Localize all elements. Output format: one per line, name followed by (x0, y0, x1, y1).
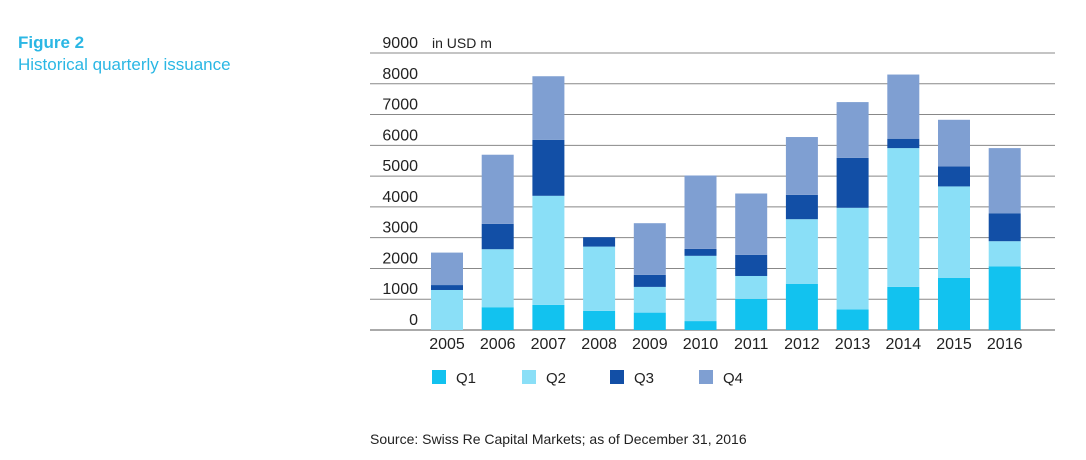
bar-q1-2013 (836, 309, 869, 330)
bar-q4-2015 (938, 119, 970, 167)
bar-q2-2011 (735, 275, 768, 299)
bar-q3-2014 (887, 138, 920, 149)
y-tick-label: 1000 (382, 281, 418, 298)
bar-q1-2006 (481, 307, 514, 330)
bar-q2-2010 (684, 255, 717, 322)
bar-q3-2013 (836, 157, 869, 208)
y-tick-label: 2000 (382, 250, 418, 267)
bar-q3-2012 (785, 194, 818, 220)
bar-q2-2006 (481, 249, 514, 308)
figure-title: Historical quarterly issuance (18, 55, 231, 74)
bar-q3-2007 (532, 139, 565, 196)
bar-q3-2015 (938, 166, 970, 187)
y-tick-label: 7000 (382, 97, 418, 114)
bar-q3-2009 (633, 274, 666, 287)
bar-q1-2016 (988, 266, 1021, 330)
x-tick-label: 2008 (581, 336, 617, 353)
legend-swatch-q2 (522, 370, 536, 384)
bar-q2-2015 (938, 186, 970, 278)
legend-label-q1: Q1 (456, 370, 476, 387)
bar-q2-2014 (887, 148, 920, 287)
bar-q2-2012 (785, 219, 818, 284)
figure-label: Figure 2 (18, 33, 85, 52)
y-tick-label: 8000 (382, 66, 418, 83)
x-tick-label: 2010 (683, 336, 719, 353)
bar-q3-2006 (481, 223, 514, 250)
legend-swatch-q1 (432, 370, 446, 384)
bar-q1-2007 (532, 304, 565, 330)
x-tick-label: 2014 (886, 336, 922, 353)
bar-q1-2015 (938, 277, 970, 330)
x-tick-label: 2012 (784, 336, 820, 353)
x-tick-label: 2011 (734, 336, 769, 353)
bar-q1-2011 (735, 298, 768, 330)
bar-q1-2012 (785, 283, 818, 330)
y-tick-label: 5000 (382, 158, 418, 175)
bar-q4-2011 (735, 193, 768, 255)
bar-q3-2011 (735, 254, 768, 276)
bar-q3-2005 (431, 285, 463, 290)
bar-q1-2010 (684, 321, 717, 330)
bar-q3-2010 (684, 248, 717, 256)
bar-q4-2013 (836, 102, 869, 158)
bar-q1-2014 (887, 286, 920, 330)
x-tick-label: 2007 (531, 336, 567, 353)
bar-q1-2009 (633, 312, 666, 330)
x-tick-label: 2015 (936, 336, 972, 353)
bar-q2-2013 (836, 207, 869, 310)
y-tick-label: 0 (409, 312, 418, 329)
bar-q1-2008 (583, 310, 616, 330)
y-tick-label: 4000 (382, 189, 418, 206)
stacked-bar-chart: 0 1000 2000 3000 4000 5000 6000 7000 8000 9000 in … (370, 35, 1055, 387)
x-tick-label: 2016 (987, 336, 1023, 353)
bar-q3-2008 (583, 237, 616, 247)
legend-label-q2: Q2 (546, 370, 566, 387)
source-note: Source: Swiss Re Capital Markets; as of … (370, 431, 747, 447)
bar-q4-2010 (684, 175, 717, 249)
y-unit-label: in USD m (432, 35, 492, 51)
legend-swatch-q3 (610, 370, 624, 384)
x-tick-label: 2006 (480, 336, 516, 353)
x-tick-label: 2005 (429, 336, 465, 353)
y-tick-label: 9000 (382, 35, 418, 52)
y-tick-label: 3000 (382, 220, 418, 237)
bar-q4-2014 (887, 74, 920, 139)
bar-q4-2005 (431, 252, 463, 286)
bar-q4-2016 (988, 148, 1021, 214)
legend-label-q4: Q4 (723, 370, 743, 387)
bar-q2-2007 (532, 195, 565, 305)
bar-q4-2012 (785, 137, 818, 195)
x-tick-label: 2013 (835, 336, 871, 353)
bar-q4-2006 (481, 154, 514, 224)
bar-q2-2008 (583, 246, 616, 311)
bar-q3-2016 (988, 213, 1021, 242)
bar-q2-2016 (988, 241, 1021, 267)
bar-q4-2009 (633, 223, 666, 275)
legend-label-q3: Q3 (634, 370, 654, 387)
bar-q2-2009 (633, 286, 666, 313)
bar-q2-2005 (431, 289, 463, 330)
y-tick-label: 6000 (382, 127, 418, 144)
x-tick-label: 2009 (632, 336, 668, 353)
legend-swatch-q4 (699, 370, 713, 384)
bar-q4-2007 (532, 76, 565, 140)
